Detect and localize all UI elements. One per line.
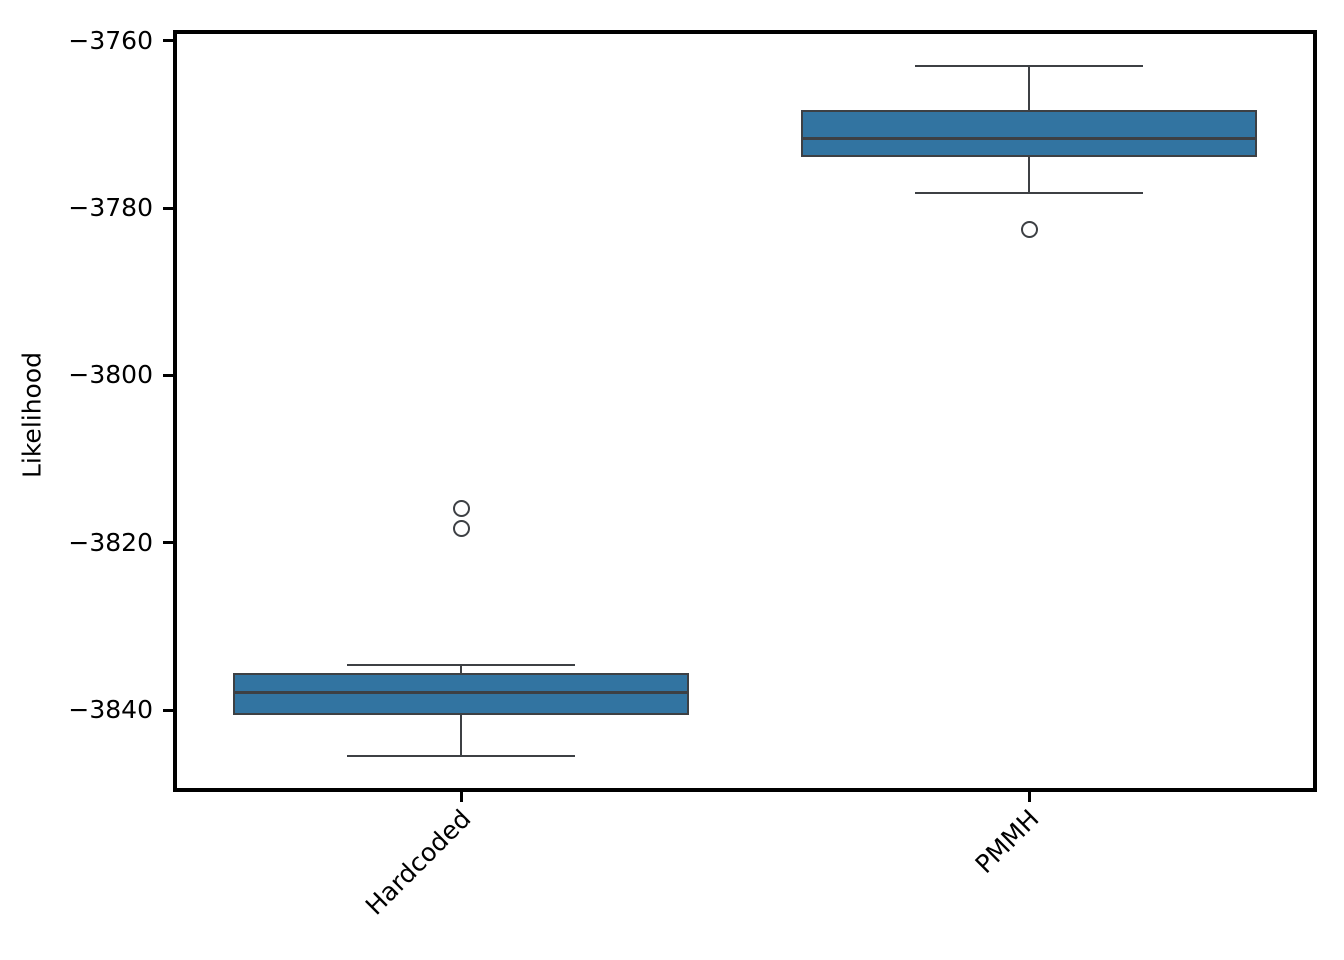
median-hardcoded <box>233 691 689 695</box>
y-tick-label: −3800 <box>68 360 153 390</box>
y-tick-label: −3760 <box>68 25 153 55</box>
x-tick-mark <box>459 792 463 802</box>
median-pmmh <box>801 137 1257 141</box>
whisker-upper-hardcoded <box>460 664 462 673</box>
x-tick-label: Hardcoded <box>359 804 477 921</box>
outlier-point-hardcoded <box>452 499 470 517</box>
whisker-lower-pmmh <box>1028 157 1030 193</box>
y-tick-mark <box>163 373 173 377</box>
whisker-cap-upper-pmmh <box>915 64 1143 67</box>
x-tick-mark <box>1027 792 1031 802</box>
whisker-cap-lower-pmmh <box>915 192 1143 194</box>
y-tick-mark <box>163 708 173 712</box>
y-axis-label: Likelihood <box>17 351 47 479</box>
x-tick-label: PMMH <box>969 804 1045 879</box>
y-tick-label: −3820 <box>68 527 153 557</box>
y-tick-mark <box>163 39 173 43</box>
y-tick-mark <box>163 541 173 545</box>
y-tick-mark <box>163 206 173 210</box>
box-pmmh <box>801 110 1257 157</box>
whisker-cap-upper-hardcoded <box>347 663 575 666</box>
y-tick-label: −3780 <box>68 193 153 223</box>
whisker-lower-hardcoded <box>460 715 462 757</box>
outlier-point-pmmh <box>1020 221 1038 239</box>
whisker-cap-lower-hardcoded <box>347 755 575 758</box>
plot-area: −3760 −3780 −3800 −3820 −3840 Hardcoded PMMH <box>68 26 1317 921</box>
outlier-point-hardcoded <box>452 520 470 538</box>
y-tick-label: −3840 <box>68 695 153 725</box>
whisker-upper-pmmh <box>1028 65 1030 111</box>
